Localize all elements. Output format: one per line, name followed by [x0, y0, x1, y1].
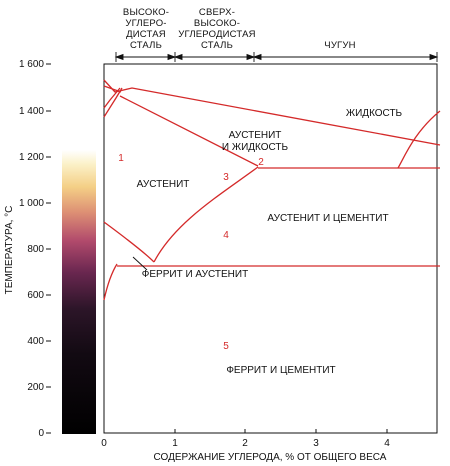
marker-1: 1 [118, 153, 124, 164]
liquid-label: ЖИДКОСТЬ [346, 108, 403, 119]
delta-austenite-line [103, 87, 123, 118]
x-tick-3: 3 [313, 438, 319, 449]
x-tick-2: 2 [242, 438, 248, 449]
y-tick-200: 200 [27, 382, 44, 393]
y-tick-0: 0 [38, 428, 44, 439]
ultra-high-carbon-line-4: СТАЛЬ [201, 40, 233, 51]
austenite-cementite-label: АУСТЕНИТ И ЦЕМЕНТИТ [267, 213, 388, 224]
y-tick-600: 600 [27, 290, 44, 301]
austenite-label: АУСТЕНИТ [137, 179, 190, 190]
region-labels: ЖИДКОСТЬ АУСТЕНИТ И ЖИДКОСТЬ АУСТЕНИТ АУ… [137, 108, 403, 376]
x-tick-0: 0 [101, 438, 107, 449]
phase-lines [103, 79, 441, 301]
austenite-liquid-line-1: АУСТЕНИТ [229, 130, 282, 141]
ferrite-cementite-label: ФЕРРИТ И ЦЕМЕНТИТ [226, 365, 335, 376]
x-tick-1: 1 [172, 438, 178, 449]
y-axis-label: ТЕМПЕРАТУРА, °С [4, 206, 15, 295]
x-axis-label: СОДЕРЖАНИЕ УГЛЕРОДА, % ОТ ОБЩЕГО ВЕСА [154, 452, 387, 463]
marker-2: 2 [258, 157, 264, 168]
ultra-high-carbon-line-3: УГЛЕРОДИСТАЯ [178, 29, 255, 40]
y-tick-400: 400 [27, 336, 44, 347]
y-tick-1000: 1 000 [19, 198, 44, 209]
marker-5: 5 [223, 341, 229, 352]
high-carbon-line-2: УГЛЕРО- [125, 18, 166, 29]
liquidus-line [103, 79, 441, 146]
marker-4: 4 [223, 230, 229, 241]
a3-line [103, 221, 155, 263]
temperature-color-bar [62, 150, 96, 434]
header-range-arrows [114, 52, 439, 62]
high-carbon-line-4: СТАЛЬ [130, 40, 162, 51]
y-tick-800: 800 [27, 244, 44, 255]
header-labels: ВЫСОКО- УГЛЕРО- ДИСТАЯ СТАЛЬ СВЕРХ- ВЫСО… [123, 7, 356, 51]
y-tick-1400: 1 400 [19, 106, 44, 117]
ferrite-solvus-line [103, 263, 118, 301]
y-tick-marks [46, 63, 51, 434]
liquidus-cementite-line [397, 110, 441, 169]
cast-iron-label: ЧУГУН [324, 40, 355, 51]
y-ticks: 0 200 400 600 800 1 000 1 200 1 400 1 60… [19, 59, 44, 439]
x-tick-4: 4 [384, 438, 390, 449]
y-tick-1600: 1 600 [19, 59, 44, 70]
ultra-high-carbon-line-1: СВЕРХ- [199, 7, 235, 18]
x-tick-marks [174, 429, 388, 433]
y-tick-1200: 1 200 [19, 152, 44, 163]
ferrite-austenite-label: ФЕРРИТ И АУСТЕНИТ [142, 269, 248, 280]
x-ticks: 0 1 2 3 4 [101, 438, 390, 449]
austenite-liquid-line-2: И ЖИДКОСТЬ [222, 142, 289, 153]
solidus-line [119, 95, 259, 167]
ferrite-austenite-leader [132, 256, 148, 271]
high-carbon-line-3: ДИСТАЯ [126, 29, 166, 40]
delta-ferrite-line [103, 87, 121, 109]
plot-frame [103, 63, 438, 434]
region-markers: 1 2 3 4 5 [118, 153, 264, 352]
marker-3: 3 [223, 172, 229, 183]
high-carbon-line-1: ВЫСОКО- [123, 7, 169, 18]
acm-line [153, 166, 259, 263]
ultra-high-carbon-line-2: ВЫСОКО- [194, 18, 240, 29]
